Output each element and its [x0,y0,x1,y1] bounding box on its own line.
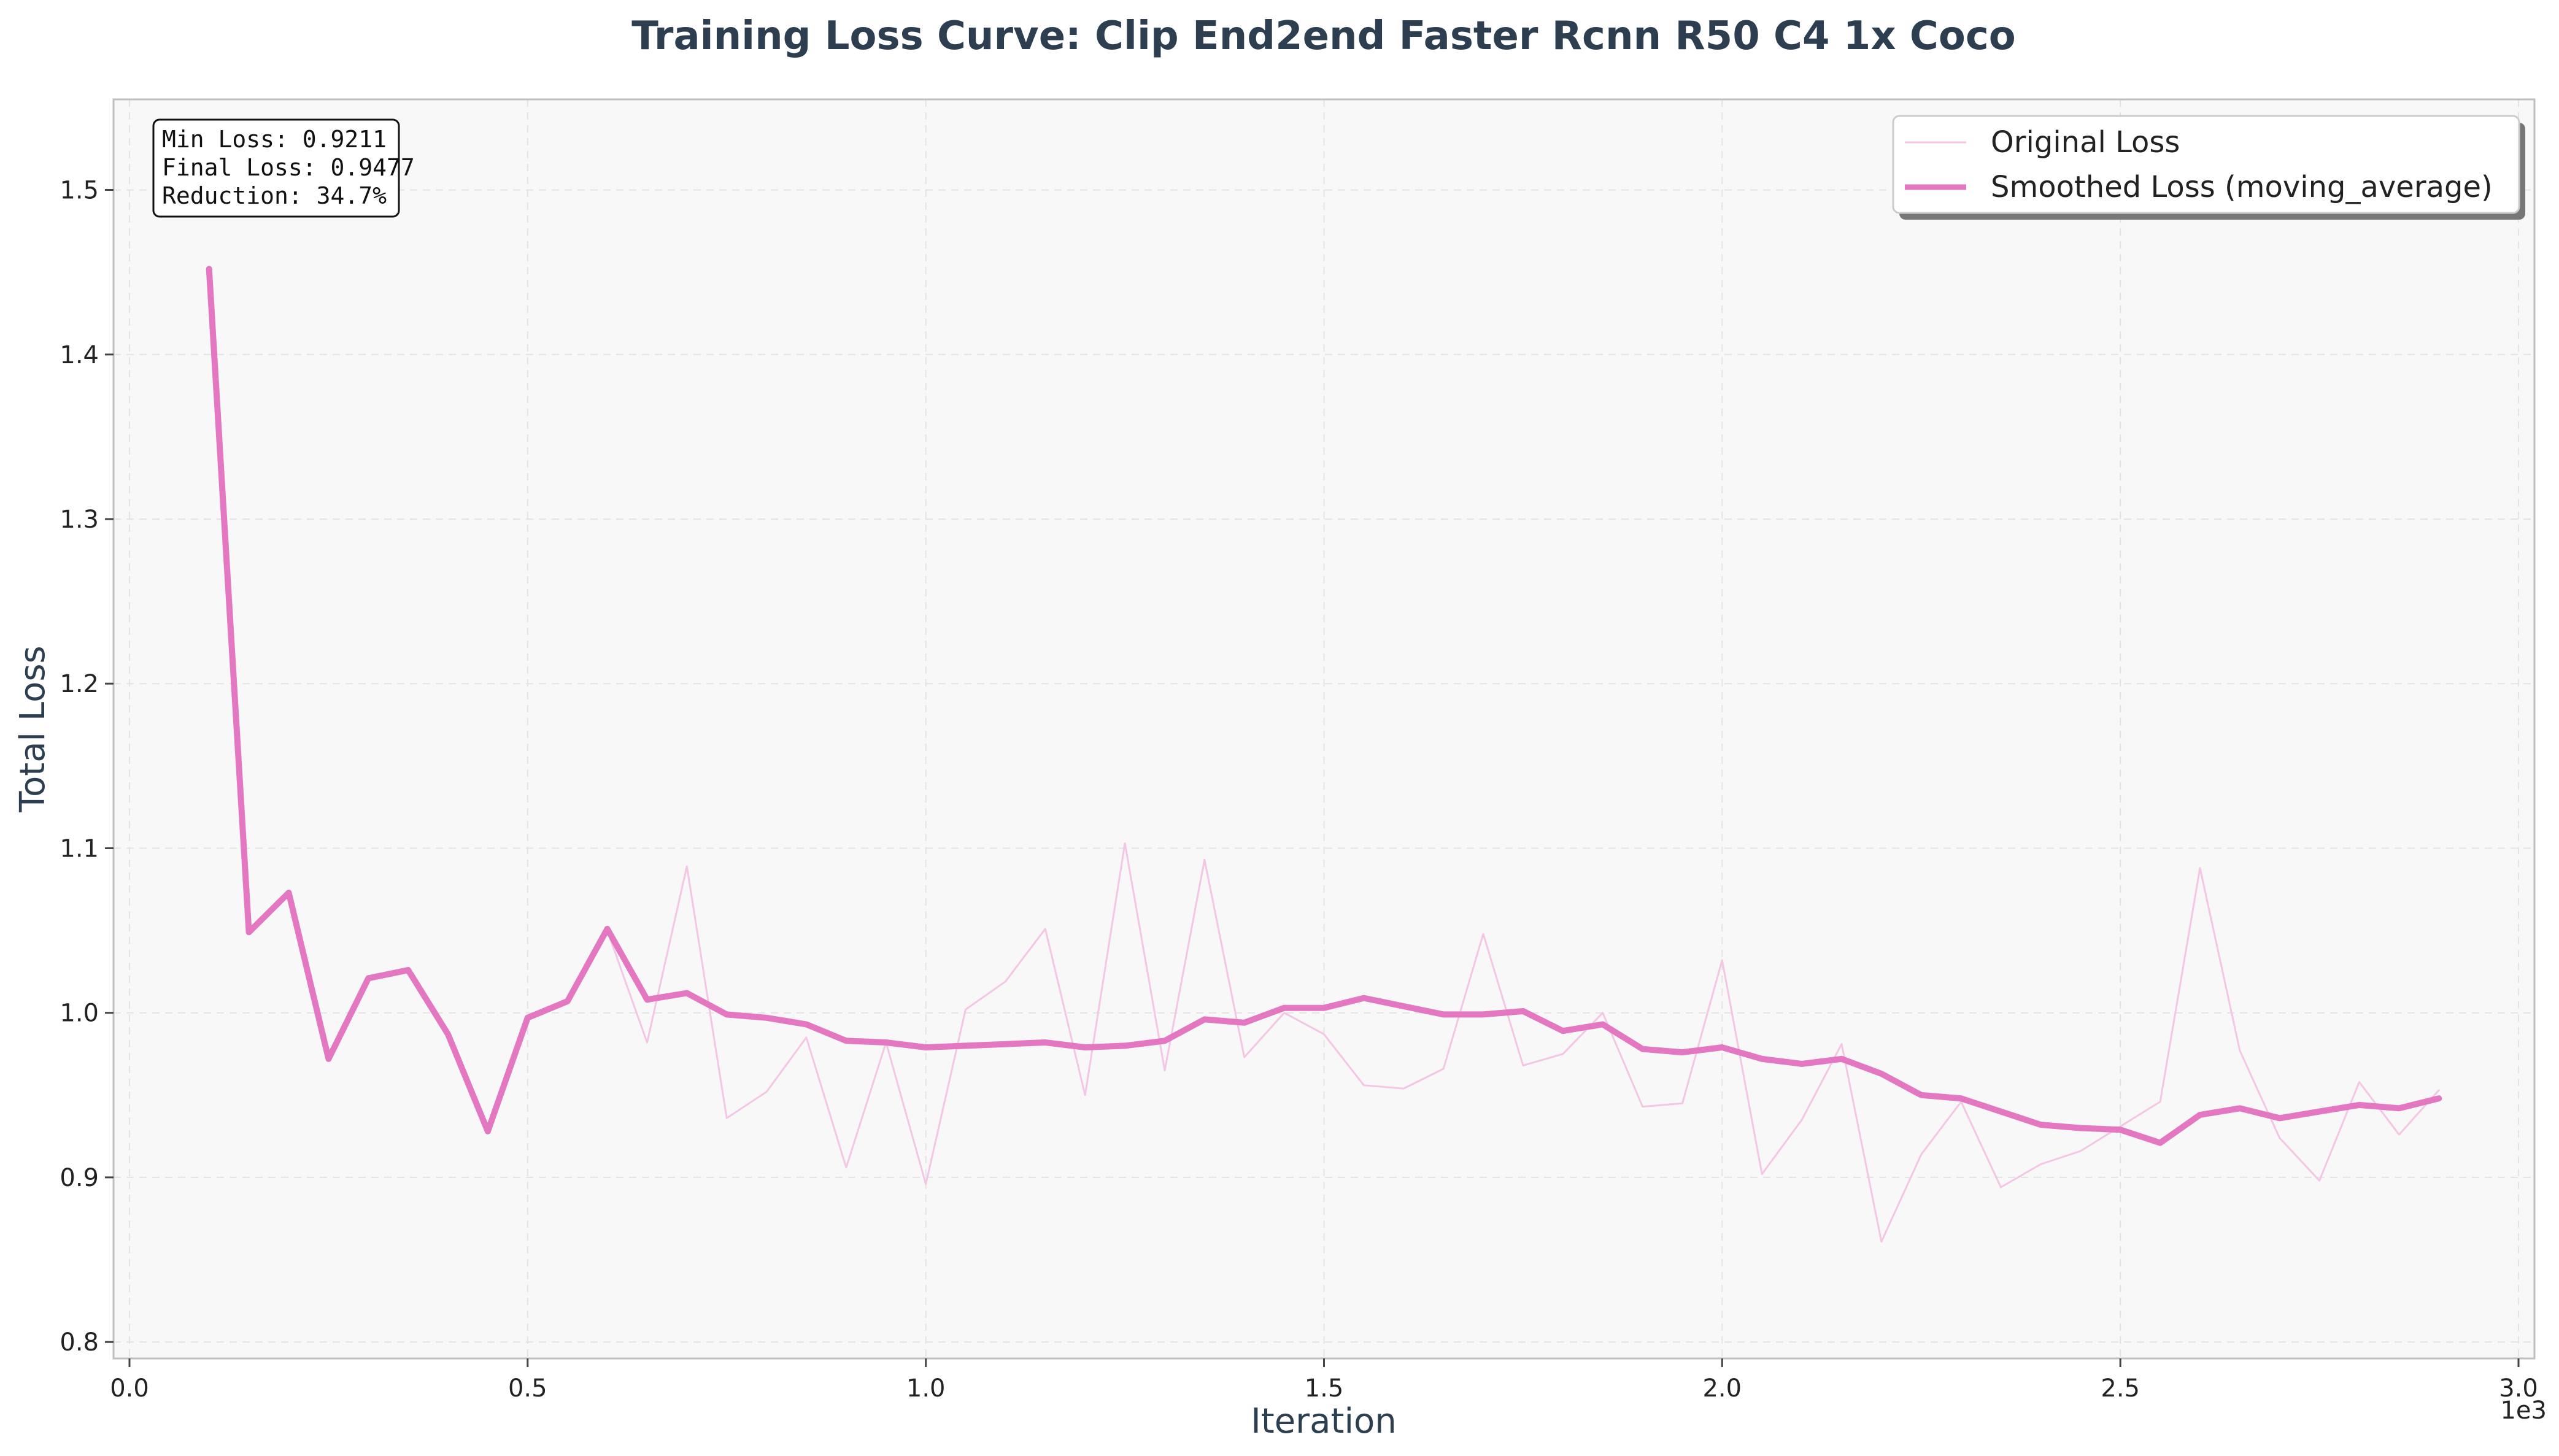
stat-reduction: Reduction: 34.7% [162,182,387,209]
y-tick-label: 0.8 [60,1328,99,1357]
y-tick-label: 1.5 [60,177,99,205]
x-offset-label: 1e3 [2500,1396,2547,1425]
x-axis-label: Iteration [1251,1401,1397,1441]
y-tick-label: 1.0 [60,1000,99,1028]
x-tick-label: 2.5 [2101,1374,2140,1403]
stat-min-loss: Min Loss: 0.9211 [162,126,387,153]
chart-title: Training Loss Curve: Clip End2end Faster… [631,13,2015,59]
legend-frame [1892,115,2520,214]
grid [114,99,2534,1358]
x-tick-label: 0.5 [508,1374,547,1403]
stats-box: Min Loss: 0.9211 Final Loss: 0.9477 Redu… [152,118,415,218]
y-tick-label: 1.4 [60,341,99,369]
stats-box-frame [152,118,400,218]
series-smoothed-loss [206,266,2442,1146]
x-tick-label: 1.5 [1305,1374,1344,1403]
legend: Original Loss Smoothed Loss (moving_aver… [1892,115,2525,220]
y-tick-label: 1.3 [60,506,99,534]
y-tick-label: 1.2 [60,670,99,698]
x-tick-label: 1.0 [906,1374,946,1403]
series-layer [206,266,2442,1243]
legend-label-original: Original Loss [1991,125,2180,160]
stat-final-loss: Final Loss: 0.9477 [162,154,415,181]
x-tick-label: 0.0 [110,1374,149,1403]
y-tick-label: 0.9 [60,1164,99,1192]
legend-label-smoothed: Smoothed Loss (moving_average) [1991,170,2493,204]
y-ticks: 0.8 0.9 1.0 1.1 1.2 1.3 1.4 1.5 [60,177,114,1357]
y-axis-label: Total Loss [13,645,53,812]
x-ticks: 0.0 0.5 1.0 1.5 2.0 2.5 3.0 [110,1358,2538,1403]
x-tick-label: 3.0 [2499,1374,2538,1403]
x-tick-label: 2.0 [1702,1374,1742,1403]
y-tick-label: 1.1 [60,835,99,863]
